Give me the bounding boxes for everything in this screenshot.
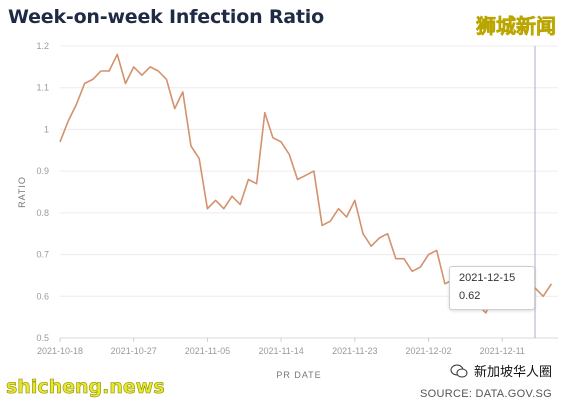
grid-lines bbox=[60, 45, 558, 339]
x-tick-label: 2021-10-18 bbox=[37, 346, 83, 356]
x-tick-label: 2021-11-05 bbox=[185, 346, 230, 356]
y-tick-label: 0.7 bbox=[36, 250, 49, 260]
watermark-top-right: 狮城新闻 bbox=[476, 14, 557, 39]
x-tick-label: 2021-11-23 bbox=[332, 346, 377, 356]
y-axis-label: RATIO bbox=[17, 176, 27, 208]
wechat-icon bbox=[450, 364, 468, 377]
watermark-bottom-right: 新加坡华人圈 bbox=[450, 361, 552, 380]
tooltip-date: 2021-12-15 bbox=[459, 272, 516, 284]
y-tick-label: 0.5 bbox=[36, 333, 49, 343]
x-tick-label: 2021-11-14 bbox=[258, 346, 303, 356]
x-axis-label: PR DATE bbox=[276, 370, 321, 380]
y-tick-label: 0.6 bbox=[36, 291, 49, 301]
y-tick-label: 1.2 bbox=[36, 41, 49, 51]
tooltip-value: 0.62 bbox=[459, 290, 481, 302]
y-tick-label: 0.9 bbox=[36, 166, 49, 176]
y-tick-label: 0.8 bbox=[36, 208, 49, 218]
x-tick-label: 2021-12-11 bbox=[480, 346, 525, 356]
watermark-bottom-left: shicheng.news bbox=[6, 376, 165, 399]
x-tick-label: 2021-12-02 bbox=[406, 346, 452, 356]
chart-title: Week-on-week Infection Ratio bbox=[8, 6, 324, 28]
x-tick-labels: 2021-10-18 2021-10-27 2021-11-05 2021-11-14… bbox=[37, 338, 525, 356]
y-tick-label: 1 bbox=[44, 124, 49, 134]
source-note: SOURCE: DATA.GOV.SG bbox=[419, 388, 552, 400]
y-tick-labels: 0.5 0.6 0.7 0.8 0.9 1 1.1 1.2 bbox=[36, 41, 49, 343]
hover-tooltip: 2021-12-15 0.62 bbox=[449, 266, 535, 310]
watermark-bottom-right-text: 新加坡华人圈 bbox=[473, 365, 552, 380]
y-tick-label: 1.1 bbox=[36, 83, 49, 93]
x-tick-label: 2021-10-27 bbox=[111, 346, 157, 356]
